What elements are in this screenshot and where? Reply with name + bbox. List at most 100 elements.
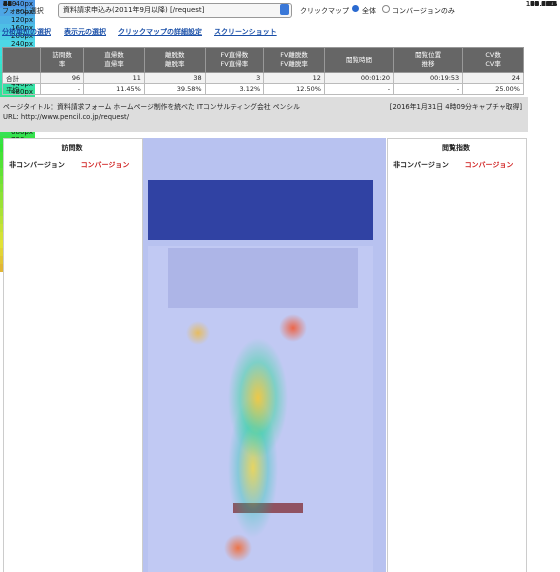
count: 22: [3, 0, 12, 8]
count: 45: [3, 0, 12, 8]
rate: 64.78%: [530, 0, 557, 8]
scale-cell: 40px: [0, 0, 35, 8]
rate: 57.74%: [530, 0, 557, 8]
rate: 87.50%: [530, 0, 557, 8]
link[interactable]: クリックマップの詳細設定: [118, 28, 202, 36]
table-cell: 11.45%: [83, 83, 145, 95]
scale-cell: 160px: [0, 24, 35, 32]
rate: 43.66%: [530, 0, 557, 8]
table-cell: 平均: [1, 83, 42, 95]
index: 26: [548, 0, 557, 8]
index: 53: [3, 0, 12, 8]
index: 8: [552, 0, 557, 8]
form-select[interactable]: 資料請求申込み(2011年9月以降) [/request]: [58, 3, 292, 18]
link[interactable]: 分析単位の選択: [2, 28, 51, 36]
radio-cv[interactable]: [382, 5, 390, 13]
index: 31: [548, 0, 557, 8]
stats-table: 訪問数率直帰数 直帰率 離脱数 離脱率 FV直帰数 FV直帰率 FV離脱数 FV離脱率 閲覧時間…: [1, 47, 524, 95]
rate: 95.83%: [530, 0, 557, 8]
scale-label: 680px: [11, 128, 33, 136]
index: 25: [548, 0, 557, 8]
rate: 87.50%: [530, 0, 557, 8]
index: 19: [3, 0, 12, 8]
rate: 85.91%: [530, 0, 557, 8]
count: 19: [3, 0, 12, 8]
count: 35: [3, 0, 12, 8]
rate: 54.92%: [530, 0, 557, 8]
count: 21: [3, 0, 12, 8]
index: 48: [3, 0, 12, 8]
count: 70: [3, 0, 12, 8]
header-text: FV直帰数: [220, 51, 249, 59]
table-cell: 合計: [1, 72, 42, 84]
col-label: 非コンバージョン: [393, 161, 449, 169]
header-text: FV離脱数: [280, 51, 308, 59]
index: 17: [3, 0, 12, 8]
form-value: 資料請求申込み(2011年9月以降) [/request]: [63, 6, 205, 14]
heat-overlay: [143, 138, 386, 572]
count: 23: [3, 0, 12, 8]
index: 26: [548, 0, 557, 8]
page-url: URL: http://www.pencil.co.jp/request/: [3, 113, 130, 121]
index: 30: [548, 0, 557, 8]
radio-all-label: 全体: [362, 7, 376, 15]
count: 21: [3, 0, 12, 8]
index: 12: [548, 0, 557, 8]
count: 21: [3, 0, 12, 8]
count: 47: [3, 0, 12, 8]
panel-bg: [387, 138, 527, 572]
table-cell: 12: [263, 72, 325, 84]
table-cell: 96: [40, 72, 85, 84]
table-cell: -: [393, 83, 464, 95]
header-text: 閲覧時間: [345, 55, 372, 64]
rate: 100.00%: [525, 0, 557, 8]
col-label: 非コンバージョン: [9, 161, 65, 169]
rate: 87.50%: [530, 0, 557, 8]
count: 23: [3, 0, 12, 8]
count: 21: [3, 0, 12, 8]
header-text: 直帰率: [104, 60, 124, 68]
count: 63: [3, 0, 12, 8]
count: 41: [3, 0, 12, 8]
index: 9: [552, 0, 557, 8]
index: 22: [3, 0, 12, 8]
table-row: 平均 -11.45% 39.58% 3.12% 12.50% - -25.00%: [1, 83, 524, 95]
index: 28: [548, 0, 557, 8]
header-cell: 訪問数率: [40, 47, 85, 73]
header-cell: FV直帰数 FV直帰率: [204, 47, 265, 73]
index: 9: [552, 0, 557, 8]
rate: 80.28%: [530, 0, 557, 8]
index: 44: [3, 0, 12, 8]
panel-title: 訪問数: [61, 144, 83, 152]
rate: 61.97%: [530, 0, 557, 8]
header-cell: [1, 47, 42, 73]
count: 39: [3, 0, 12, 8]
rate: 88.73%: [530, 0, 557, 8]
count: 33: [3, 0, 12, 8]
link[interactable]: 表示元の選択: [64, 28, 106, 36]
radio-all[interactable]: [352, 5, 359, 12]
index: 43: [3, 0, 12, 8]
table-cell: 25.00%: [462, 83, 524, 95]
heatmap-screenshot: [143, 138, 386, 572]
scale-cell: 680px: [0, 128, 35, 136]
link[interactable]: スクリーンショット: [214, 28, 277, 36]
rate: 91.66%: [530, 0, 557, 8]
header-cell: 閲覧時間: [323, 47, 395, 73]
scale-label: 200px: [11, 32, 33, 40]
table-cell: 11: [83, 72, 145, 84]
header-text: FV直帰率: [220, 60, 249, 68]
rate: 87.50%: [530, 0, 557, 8]
count: 20: [3, 0, 12, 8]
header-cell: FV離脱数 FV離脱率: [263, 47, 325, 73]
index: 27: [548, 0, 557, 8]
rate: 98.59%: [530, 0, 557, 8]
panel-title: 閲覧指数: [442, 144, 470, 152]
rate: 94.36%: [530, 0, 557, 8]
count: 46: [3, 0, 12, 8]
table-row: 合計 96 11 38 3 12 00:01:20 00:19:53 24: [1, 72, 524, 84]
radio-cv-label: コンバージョンのみ: [392, 7, 455, 15]
count: 67: [3, 0, 12, 8]
form-label: フォーム選択: [2, 7, 44, 15]
table-cell: 12.50%: [263, 83, 325, 95]
